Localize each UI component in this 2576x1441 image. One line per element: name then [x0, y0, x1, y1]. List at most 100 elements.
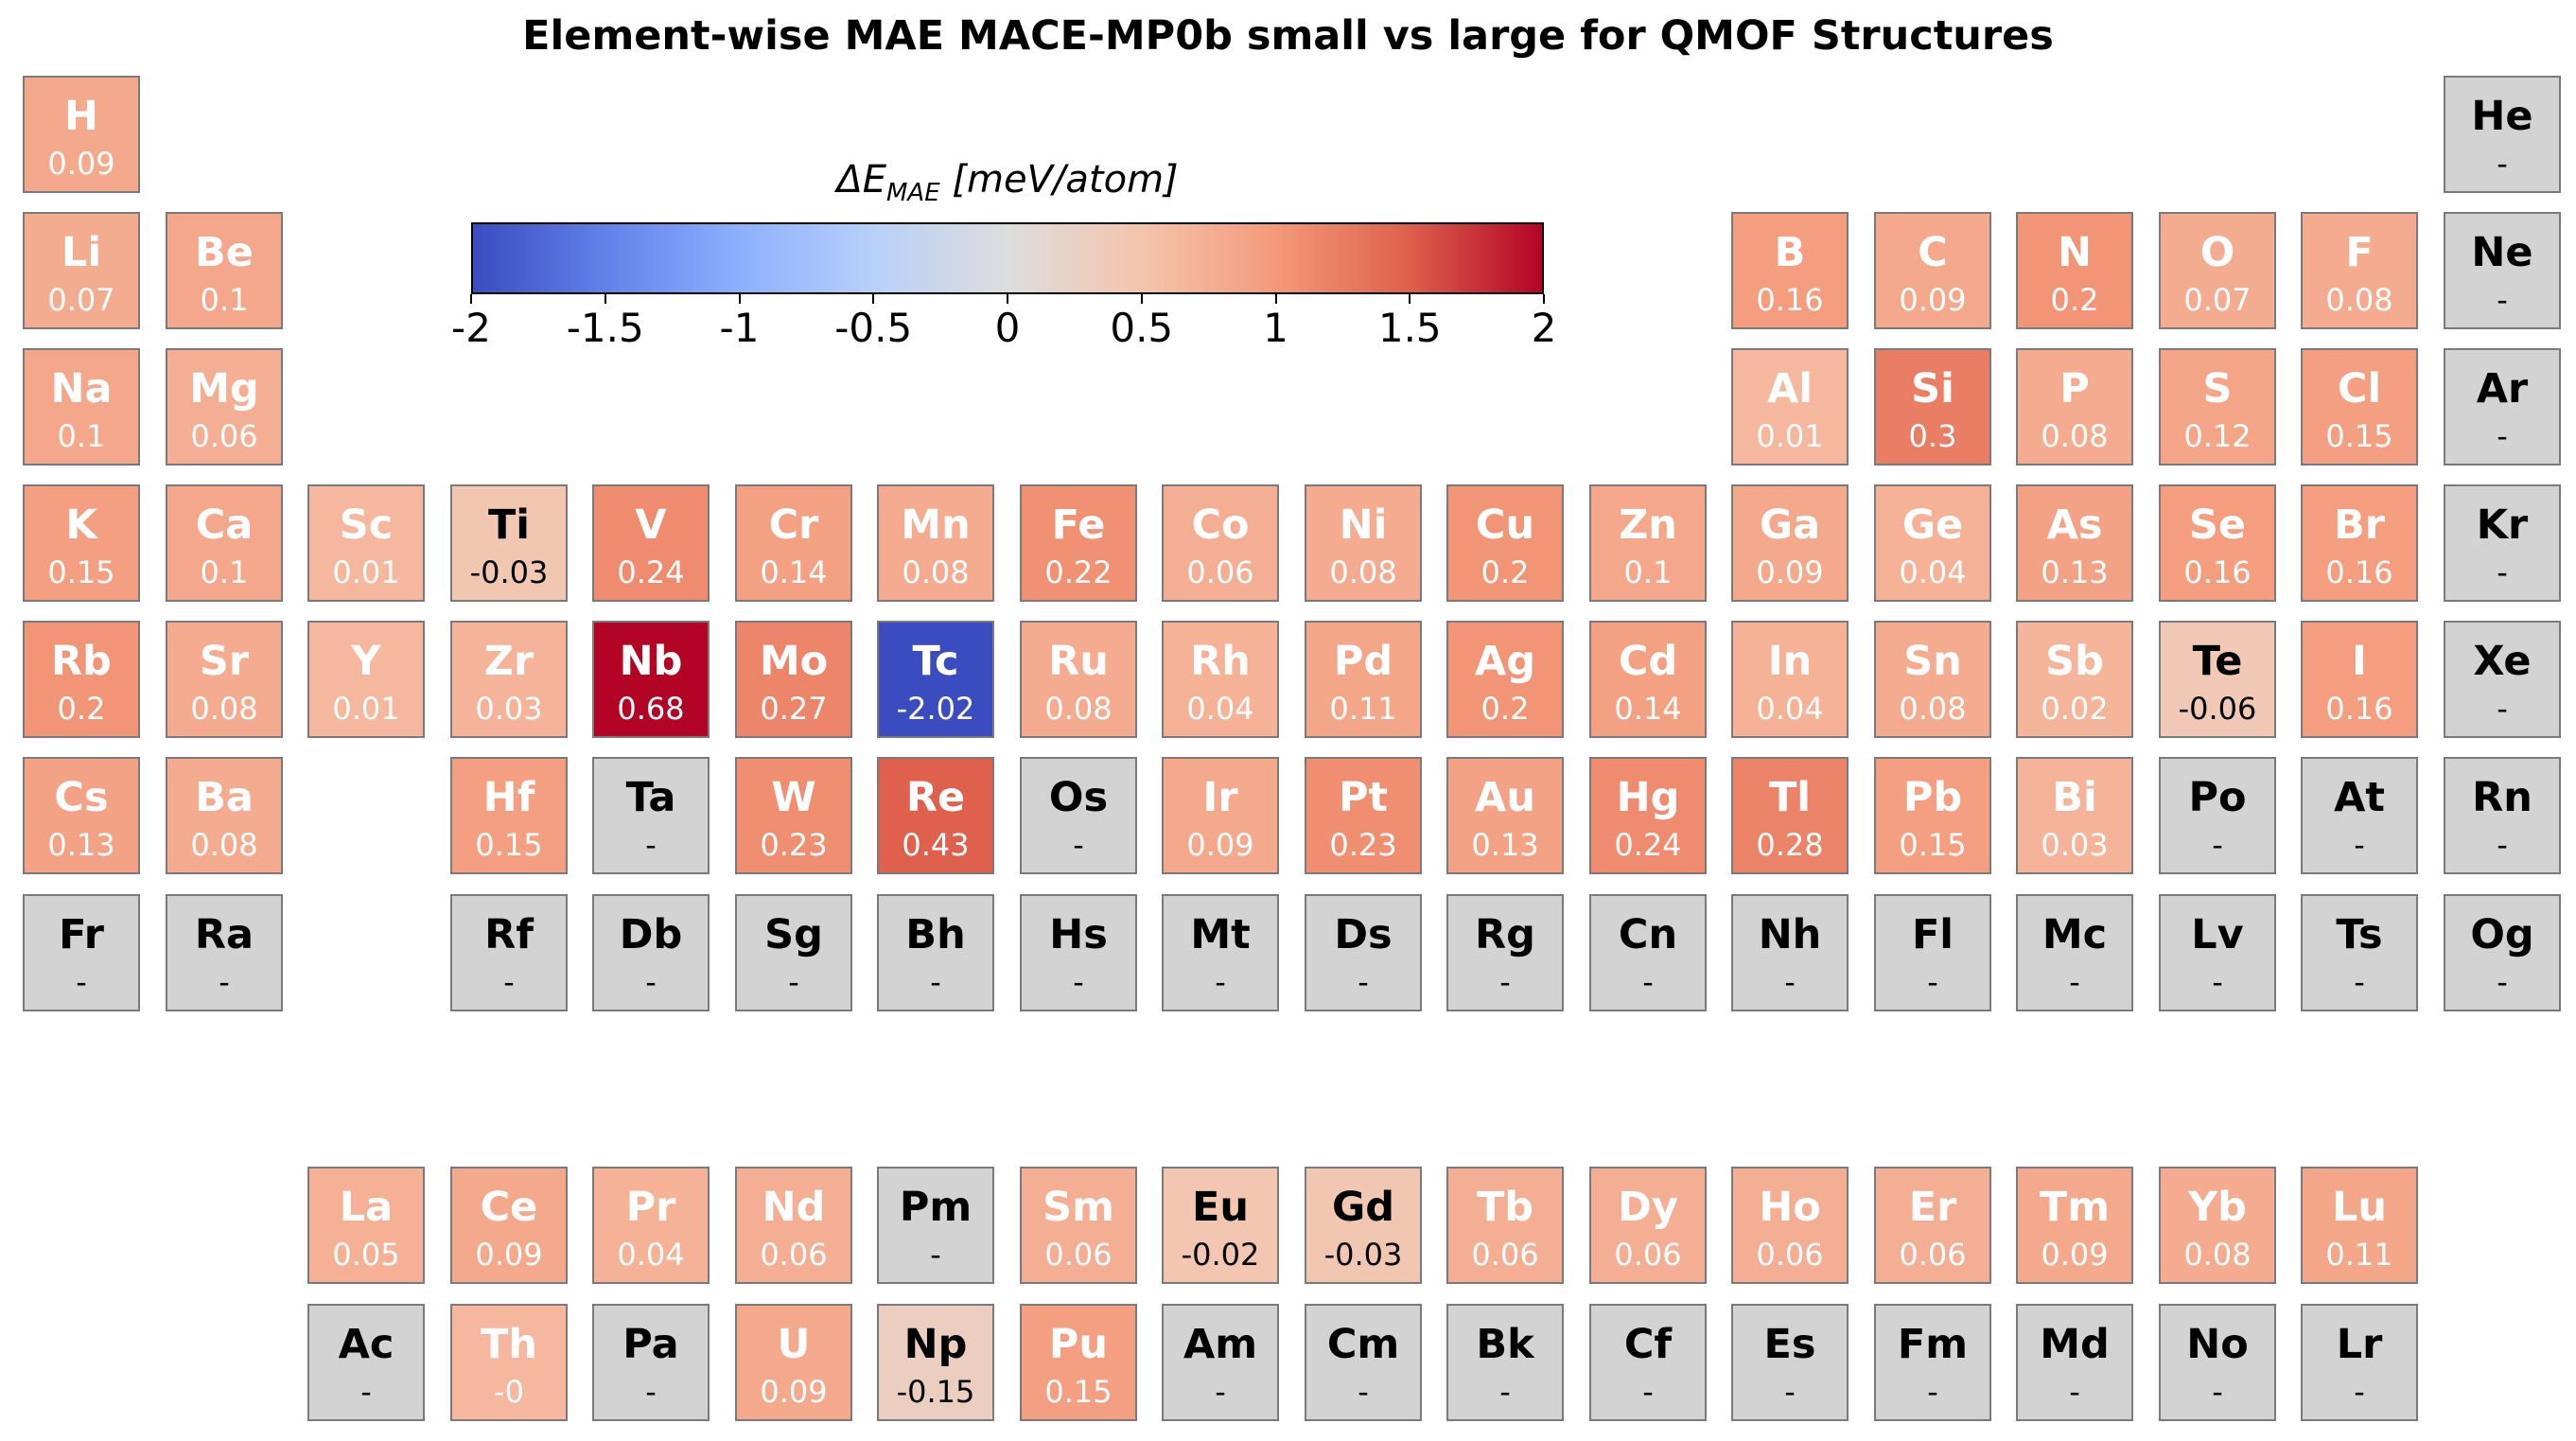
element-symbol: Pt [1338, 774, 1389, 821]
element-symbol: Os [1048, 774, 1109, 821]
element-symbol: Sb [2045, 638, 2104, 685]
element-cell-te: Te -0.06 [2159, 621, 2276, 738]
element-symbol: Re [905, 774, 966, 821]
element-cell-rg: Rg - [1446, 894, 1564, 1011]
element-value: 0.08 [1044, 691, 1113, 727]
element-value: - [1927, 1374, 1938, 1410]
element-cell-si: Si 0.3 [1874, 348, 1991, 466]
element-cell-es: Es - [1731, 1304, 1849, 1421]
element-cell-eu: Eu -0.02 [1162, 1167, 1279, 1284]
element-value: 0.04 [1756, 691, 1824, 727]
element-symbol: Br [2334, 501, 2385, 549]
element-value: - [930, 964, 941, 1000]
element-cell-sg: Sg - [735, 894, 852, 1011]
element-cell-bk: Bk - [1446, 1304, 1564, 1421]
element-cell-sm: Sm 0.06 [1020, 1167, 1137, 1284]
element-value: 0.13 [2041, 554, 2109, 590]
element-value: - [1642, 1374, 1654, 1410]
element-value: 0.22 [1044, 554, 1113, 590]
element-cell-rh: Rh 0.04 [1162, 621, 1279, 738]
element-value: 0.23 [760, 827, 828, 863]
element-cell-la: La 0.05 [307, 1167, 425, 1284]
element-cell-at: At - [2301, 757, 2418, 874]
element-cell-kr: Kr - [2444, 484, 2561, 602]
element-symbol: Li [61, 229, 102, 276]
element-value: 0.08 [2325, 282, 2393, 318]
element-symbol: C [1918, 229, 1948, 276]
element-cell-ga: Ga 0.09 [1731, 484, 1849, 602]
element-cell-as: As 0.13 [2016, 484, 2133, 602]
element-value: 0.07 [2183, 282, 2252, 318]
element-cell-na: Na 0.1 [23, 348, 140, 466]
element-cell-f: F 0.08 [2301, 212, 2418, 329]
element-symbol: Ce [480, 1184, 538, 1231]
element-symbol: In [1767, 638, 1813, 685]
element-symbol: Dy [1618, 1184, 1678, 1231]
element-symbol: Au [1475, 774, 1535, 821]
element-value: 0.06 [1186, 554, 1254, 590]
colorbar-label-prefix: ΔE [836, 158, 886, 202]
element-symbol: Tm [2039, 1184, 2111, 1231]
element-value: 0.08 [190, 691, 258, 727]
element-value: 0.13 [47, 827, 115, 863]
element-value: 0.03 [2041, 827, 2109, 863]
element-symbol: Hf [482, 774, 535, 821]
element-cell-al: Al 0.01 [1731, 348, 1849, 466]
element-symbol: Sm [1043, 1184, 1114, 1231]
element-symbol: Og [2470, 911, 2534, 958]
element-cell-nd: Nd 0.06 [735, 1167, 852, 1284]
element-cell-y: Y 0.01 [307, 621, 425, 738]
element-symbol: V [635, 501, 667, 549]
element-cell-db: Db - [592, 894, 710, 1011]
colorbar-tick-label: -0.5 [834, 305, 913, 351]
element-value: 0.24 [1614, 827, 1682, 863]
element-symbol: Cr [768, 501, 819, 549]
element-cell-fl: Fl - [1874, 894, 1991, 1011]
element-value: - [1499, 964, 1511, 1000]
colorbar [471, 222, 1544, 294]
element-value: - [2497, 146, 2508, 182]
element-cell-sn: Sn 0.08 [1874, 621, 1991, 738]
element-value: 0.68 [617, 691, 685, 727]
element-value: - [645, 827, 657, 863]
element-symbol: Zn [1619, 501, 1677, 549]
element-value: 0.23 [1329, 827, 1397, 863]
element-cell-yb: Yb 0.08 [2159, 1167, 2276, 1284]
colorbar-label-subscript: MAE [886, 179, 940, 207]
element-value: 0.1 [57, 418, 106, 454]
element-cell-tl: Tl 0.28 [1731, 757, 1849, 874]
element-symbol: Ra [194, 911, 254, 958]
element-value: 0.15 [1899, 827, 1967, 863]
element-value: 0.08 [1899, 691, 1967, 727]
element-value: 0.27 [760, 691, 828, 727]
colorbar-tick-label: 2 [1531, 305, 1557, 351]
element-value: - [1215, 964, 1226, 1000]
element-value: 0.04 [1186, 691, 1254, 727]
element-symbol: U [777, 1321, 811, 1368]
element-cell-zr: Zr 0.03 [450, 621, 568, 738]
colorbar-tick-label: -1.5 [566, 305, 644, 351]
element-symbol: Fr [59, 911, 104, 958]
element-cell-tb: Tb 0.06 [1446, 1167, 1564, 1284]
chart-title: Element-wise MAE MACE-MP0b small vs larg… [522, 12, 2054, 60]
element-cell-v: V 0.24 [592, 484, 710, 602]
element-cell-os: Os - [1020, 757, 1137, 874]
element-cell-mo: Mo 0.27 [735, 621, 852, 738]
element-value: 0.06 [1614, 1237, 1682, 1273]
element-cell-fm: Fm - [1874, 1304, 1991, 1421]
element-value: - [1784, 964, 1796, 1000]
element-symbol: Pu [1048, 1321, 1109, 1368]
element-value: - [360, 1374, 372, 1410]
element-cell-dy: Dy 0.06 [1589, 1167, 1707, 1284]
element-cell-lv: Lv - [2159, 894, 2276, 1011]
element-symbol: Rf [484, 911, 534, 958]
element-value: -2.02 [896, 691, 975, 727]
element-value: - [76, 964, 87, 1000]
element-value: 0.2 [57, 691, 106, 727]
element-cell-k: K 0.15 [23, 484, 140, 602]
element-cell-cs: Cs 0.13 [23, 757, 140, 874]
element-symbol: Np [903, 1321, 968, 1368]
element-symbol: Mo [759, 638, 829, 685]
element-symbol: La [339, 1184, 394, 1231]
